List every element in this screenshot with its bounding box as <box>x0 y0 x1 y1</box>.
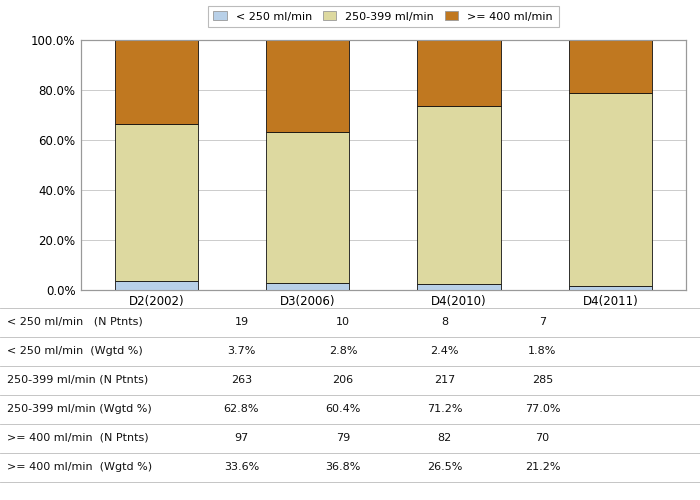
Legend: < 250 ml/min, 250-399 ml/min, >= 400 ml/min: < 250 ml/min, 250-399 ml/min, >= 400 ml/… <box>208 6 559 27</box>
Text: 3.7%: 3.7% <box>228 346 256 356</box>
Bar <box>568 93 652 286</box>
Text: 71.2%: 71.2% <box>427 404 462 414</box>
Text: 1.8%: 1.8% <box>528 346 556 356</box>
Text: 250-399 ml/min (N Ptnts): 250-399 ml/min (N Ptnts) <box>7 375 148 385</box>
Bar <box>417 284 500 290</box>
Text: 26.5%: 26.5% <box>427 462 462 472</box>
Bar <box>568 286 652 290</box>
Text: 21.2%: 21.2% <box>525 462 560 472</box>
Text: 263: 263 <box>231 375 252 385</box>
Bar <box>568 40 652 93</box>
Bar <box>266 132 349 283</box>
Bar <box>115 281 198 290</box>
Text: 2.4%: 2.4% <box>430 346 458 356</box>
Text: 79: 79 <box>336 433 350 443</box>
Bar <box>115 124 198 281</box>
Bar <box>417 40 500 106</box>
Text: 33.6%: 33.6% <box>224 462 259 472</box>
Text: < 250 ml/min   (N Ptnts): < 250 ml/min (N Ptnts) <box>7 317 143 327</box>
Text: 10: 10 <box>336 317 350 327</box>
Text: 77.0%: 77.0% <box>525 404 560 414</box>
Text: 60.4%: 60.4% <box>326 404 360 414</box>
Text: 62.8%: 62.8% <box>224 404 259 414</box>
Text: 97: 97 <box>234 433 248 443</box>
Text: >= 400 ml/min  (N Ptnts): >= 400 ml/min (N Ptnts) <box>7 433 148 443</box>
Text: 36.8%: 36.8% <box>326 462 360 472</box>
Text: < 250 ml/min  (Wgtd %): < 250 ml/min (Wgtd %) <box>7 346 143 356</box>
Text: 250-399 ml/min (Wgtd %): 250-399 ml/min (Wgtd %) <box>7 404 152 414</box>
Text: 2.8%: 2.8% <box>329 346 357 356</box>
Text: 7: 7 <box>539 317 546 327</box>
Bar <box>115 40 198 123</box>
Bar <box>266 40 349 132</box>
Text: 82: 82 <box>438 433 452 443</box>
Text: 206: 206 <box>332 375 354 385</box>
Bar <box>266 283 349 290</box>
Text: 70: 70 <box>536 433 550 443</box>
Text: 8: 8 <box>441 317 448 327</box>
Text: 285: 285 <box>532 375 553 385</box>
Bar <box>417 106 500 284</box>
Text: 217: 217 <box>434 375 455 385</box>
Text: >= 400 ml/min  (Wgtd %): >= 400 ml/min (Wgtd %) <box>7 462 152 472</box>
Text: 19: 19 <box>234 317 248 327</box>
